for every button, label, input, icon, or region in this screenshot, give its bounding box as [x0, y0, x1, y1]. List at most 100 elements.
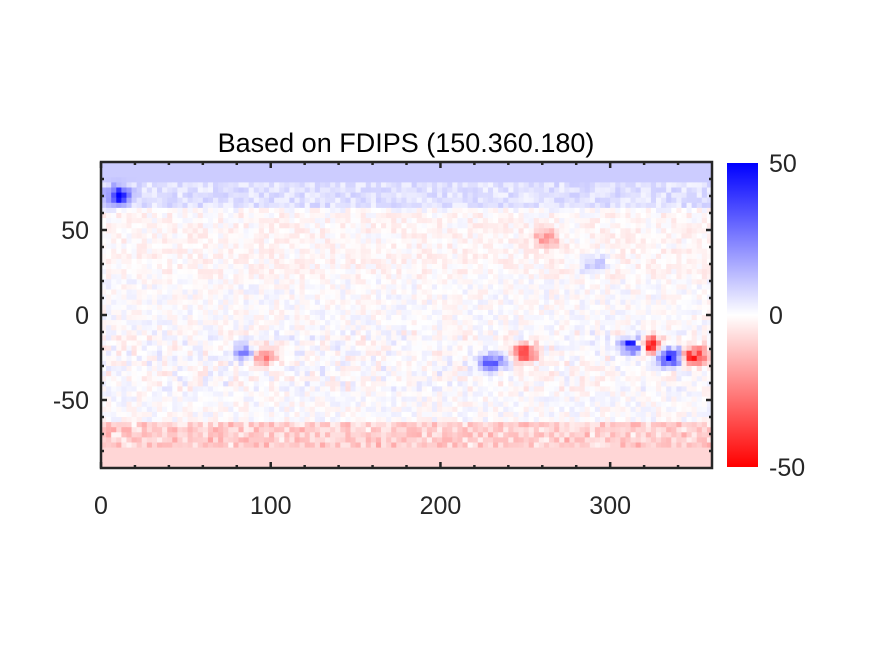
- heatmap-cell: [533, 299, 540, 306]
- heatmap-cell: [564, 162, 571, 168]
- heatmap-cell: [610, 345, 616, 352]
- heatmap-cell: [630, 253, 637, 260]
- heatmap-cell: [610, 315, 616, 321]
- heatmap-cell: [610, 355, 616, 362]
- heatmap-cell: [676, 243, 683, 250]
- heatmap-cell: [671, 182, 677, 189]
- heatmap-cell: [141, 360, 148, 367]
- heatmap-cell: [696, 340, 703, 347]
- heatmap-cell: [396, 350, 403, 357]
- heatmap-cell: [345, 253, 352, 260]
- heatmap-cell: [294, 304, 301, 311]
- heatmap-cell: [635, 320, 642, 326]
- heatmap-cell: [319, 269, 326, 275]
- heatmap-cell: [253, 177, 260, 183]
- heatmap-cell: [304, 279, 311, 285]
- heatmap-cell: [365, 345, 372, 352]
- heatmap-cell: [370, 192, 377, 199]
- heatmap-cell: [248, 187, 255, 194]
- heatmap-cell: [416, 330, 423, 336]
- heatmap-cell: [426, 340, 433, 347]
- heatmap-cell: [157, 274, 163, 280]
- heatmap-cell: [630, 345, 637, 352]
- heatmap-cell: [111, 294, 117, 301]
- heatmap-cell: [375, 335, 382, 342]
- heatmap-cell: [187, 197, 194, 204]
- heatmap-cell: [513, 218, 520, 224]
- heatmap-cell: [253, 269, 260, 275]
- heatmap-cell: [610, 284, 616, 291]
- heatmap-cell: [106, 253, 112, 260]
- heatmap-cell: [691, 304, 698, 311]
- heatmap-cell: [111, 192, 117, 199]
- heatmap-cell: [111, 243, 117, 250]
- heatmap-cell: [691, 192, 698, 199]
- heatmap-cell: [248, 213, 255, 219]
- heatmap-cell: [375, 269, 382, 275]
- heatmap-cell: [202, 167, 209, 173]
- heatmap-cell: [431, 284, 438, 291]
- heatmap-cell: [635, 233, 642, 240]
- heatmap-cell: [330, 355, 336, 362]
- heatmap-cell: [671, 207, 677, 214]
- heatmap-cell: [294, 162, 301, 168]
- heatmap-cell: [391, 172, 397, 178]
- heatmap-cell: [498, 294, 504, 301]
- heatmap-cell: [508, 309, 515, 316]
- heatmap-cell: [447, 345, 453, 352]
- heatmap-cell: [396, 320, 403, 326]
- heatmap-cell: [579, 299, 586, 306]
- heatmap-cell: [335, 238, 341, 245]
- heatmap-cell: [625, 330, 632, 336]
- heatmap-cell: [350, 315, 357, 321]
- heatmap-cell: [650, 172, 657, 178]
- heatmap-cell: [538, 284, 545, 291]
- heatmap-cell: [676, 320, 683, 326]
- heatmap-cell: [518, 197, 525, 204]
- heatmap-cell: [594, 248, 601, 255]
- heatmap-cell: [452, 335, 459, 342]
- heatmap-cell: [701, 182, 708, 189]
- heatmap-cell: [386, 197, 392, 204]
- heatmap-cell: [615, 284, 621, 291]
- heatmap-cell: [355, 182, 362, 189]
- heatmap-cell: [447, 264, 453, 270]
- heatmap-cell: [182, 320, 189, 326]
- heatmap-cell: [549, 258, 555, 265]
- heatmap-cell: [167, 345, 173, 352]
- heatmap-cell: [141, 202, 148, 209]
- heatmap-cell: [518, 330, 525, 336]
- heatmap-cell: [615, 330, 621, 336]
- heatmap-cell: [177, 335, 184, 342]
- heatmap-cell: [666, 289, 672, 296]
- heatmap-cell: [630, 233, 637, 240]
- heatmap-cell: [233, 325, 240, 331]
- heatmap-cell: [579, 162, 586, 168]
- heatmap-cell: [615, 304, 621, 311]
- heatmap-cell: [533, 202, 540, 209]
- heatmap-cell: [131, 172, 138, 178]
- heatmap-cell: [304, 253, 311, 260]
- heatmap-cell: [666, 192, 672, 199]
- heatmap-cell: [381, 274, 387, 280]
- heatmap-cell: [279, 279, 285, 285]
- heatmap-cell: [437, 330, 443, 336]
- heatmap-cell: [304, 248, 311, 255]
- heatmap-cell: [157, 294, 163, 301]
- heatmap-cell: [564, 233, 571, 240]
- heatmap-cell: [111, 345, 117, 352]
- heatmap-cell: [574, 223, 581, 229]
- heatmap-cell: [554, 309, 560, 316]
- heatmap-cell: [447, 309, 453, 316]
- heatmap-cell: [370, 253, 377, 260]
- heatmap-cell: [345, 304, 352, 311]
- heatmap-cell: [421, 243, 428, 250]
- heatmap-cell: [177, 182, 184, 189]
- heatmap-cell: [360, 248, 367, 255]
- heatmap-cell: [462, 202, 469, 209]
- heatmap-cell: [330, 243, 336, 250]
- heatmap-cell: [605, 294, 611, 301]
- heatmap-cell: [416, 162, 423, 168]
- heatmap-cell: [666, 187, 672, 194]
- heatmap-cell: [701, 238, 708, 245]
